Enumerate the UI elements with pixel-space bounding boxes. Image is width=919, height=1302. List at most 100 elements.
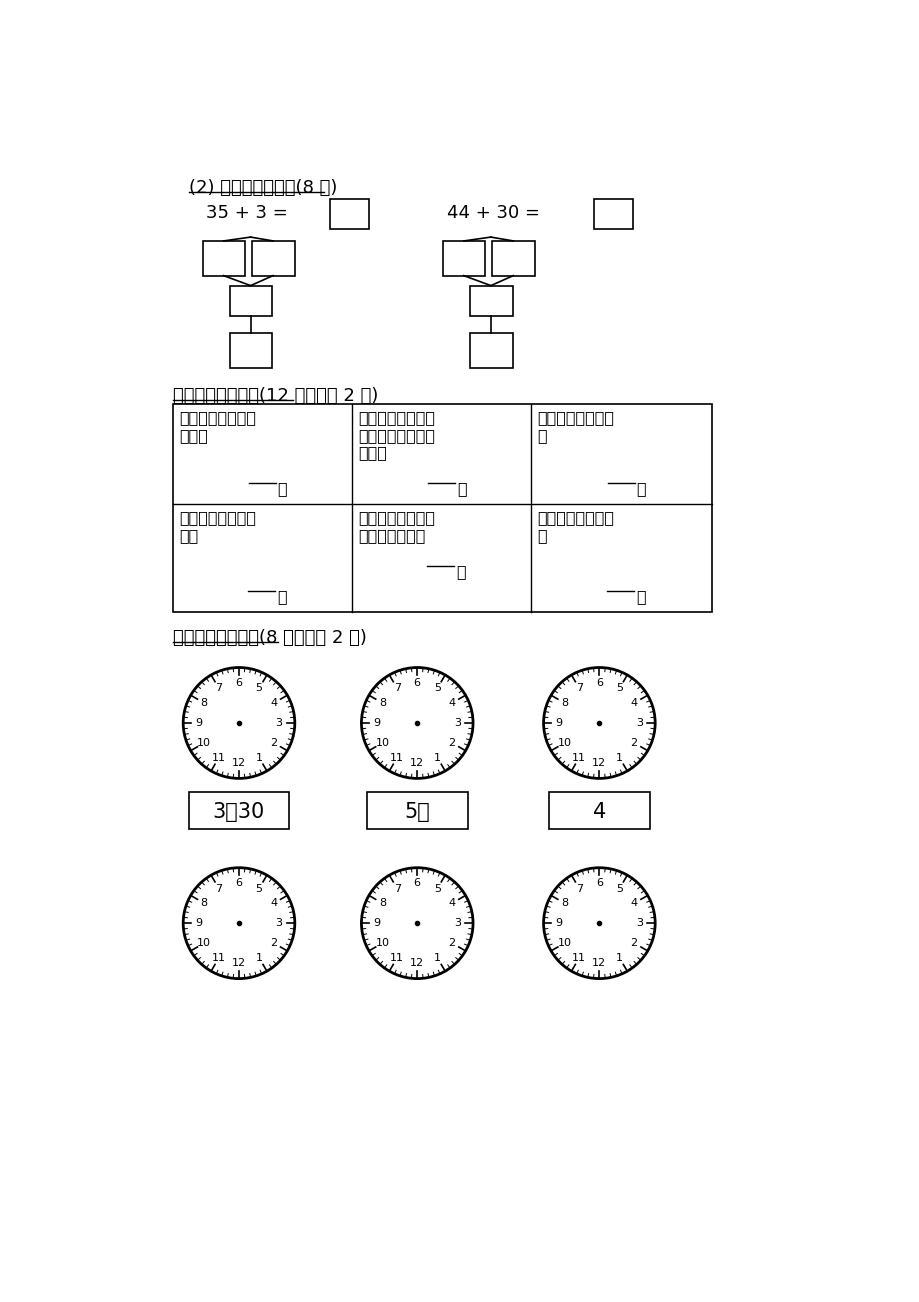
Bar — [188, 792, 289, 829]
Text: 4: 4 — [592, 802, 606, 822]
Bar — [367, 792, 467, 829]
Text: 3: 3 — [276, 717, 282, 728]
Text: 6: 6 — [414, 678, 420, 687]
Text: 1: 1 — [434, 753, 440, 763]
Text: 3：30: 3：30 — [212, 802, 265, 822]
Text: 9: 9 — [555, 918, 562, 928]
Text: 12: 12 — [592, 958, 606, 969]
Text: 10: 10 — [557, 939, 571, 948]
Bar — [442, 241, 485, 276]
Text: 7: 7 — [393, 684, 401, 694]
Bar — [173, 404, 711, 612]
Text: 2: 2 — [630, 939, 637, 948]
Circle shape — [543, 668, 654, 779]
Bar — [230, 285, 272, 316]
Text: 3: 3 — [635, 918, 642, 928]
Text: 4: 4 — [270, 698, 277, 708]
Text: 5: 5 — [434, 884, 440, 893]
Text: 2: 2 — [448, 738, 455, 747]
Circle shape — [361, 867, 472, 979]
Text: 5: 5 — [255, 884, 262, 893]
Text: 7: 7 — [393, 884, 401, 893]
Text: 9: 9 — [373, 717, 380, 728]
Text: 10: 10 — [375, 738, 389, 747]
Text: 11: 11 — [211, 753, 226, 763]
Text: 3: 3 — [635, 717, 642, 728]
Circle shape — [183, 867, 294, 979]
Circle shape — [543, 867, 654, 979]
Text: 月: 月 — [456, 564, 465, 579]
Bar — [492, 241, 535, 276]
Text: 1: 1 — [616, 753, 622, 763]
Text: 我的生日在每年的
第四周: 我的生日在每年的 第四周 — [179, 410, 256, 443]
Text: 11: 11 — [390, 753, 403, 763]
Text: 12: 12 — [232, 958, 245, 969]
Text: 六、我会填月份。(12 分，每空 2 分): 六、我会填月份。(12 分，每空 2 分) — [173, 387, 378, 405]
Text: 7: 7 — [215, 684, 222, 694]
Text: 2: 2 — [270, 738, 277, 747]
Text: 9: 9 — [555, 717, 562, 728]
Text: 月: 月 — [635, 589, 645, 604]
Text: 7: 7 — [575, 884, 583, 893]
Bar — [230, 333, 272, 368]
Text: 九月后面的一个月
是: 九月后面的一个月 是 — [537, 410, 614, 443]
Text: 12: 12 — [410, 958, 424, 969]
Text: 11: 11 — [211, 953, 226, 962]
Text: 11: 11 — [572, 953, 585, 962]
Bar — [252, 241, 294, 276]
Text: 8: 8 — [561, 898, 568, 909]
Text: 2: 2 — [630, 738, 637, 747]
Bar — [202, 241, 245, 276]
Text: 1: 1 — [616, 953, 622, 962]
Text: 1: 1 — [434, 953, 440, 962]
Text: 1: 1 — [255, 753, 262, 763]
Text: 4: 4 — [448, 898, 455, 909]
Text: 6: 6 — [235, 678, 243, 687]
Text: 10: 10 — [557, 738, 571, 747]
Text: 10: 10 — [375, 939, 389, 948]
Bar — [470, 333, 512, 368]
Text: 这个月我最高兴，
因为小朋友的节日
到了。: 这个月我最高兴， 因为小朋友的节日 到了。 — [358, 410, 435, 460]
Text: 七、我会认钟表。(8 分，每空 2 分): 七、我会认钟表。(8 分，每空 2 分) — [173, 629, 367, 647]
Text: 5：: 5： — [404, 802, 430, 822]
Text: 3: 3 — [453, 918, 460, 928]
Text: 44 + 30 =: 44 + 30 = — [447, 204, 539, 221]
Text: 月: 月 — [456, 482, 466, 496]
Text: 6: 6 — [596, 678, 602, 687]
Bar — [330, 199, 369, 229]
Bar — [470, 285, 512, 316]
Text: 4: 4 — [270, 898, 277, 909]
Text: 11: 11 — [572, 753, 585, 763]
Text: 10: 10 — [197, 738, 211, 747]
Text: 4: 4 — [448, 698, 455, 708]
Text: 7: 7 — [575, 684, 583, 694]
Text: 6: 6 — [235, 879, 243, 888]
Text: 4: 4 — [630, 898, 637, 909]
Text: 10: 10 — [197, 939, 211, 948]
Text: 8: 8 — [200, 898, 208, 909]
Circle shape — [183, 668, 294, 779]
Text: 暑假过后，要开学
了，秋天就到了: 暑假过后，要开学 了，秋天就到了 — [358, 510, 435, 543]
Text: 12: 12 — [592, 758, 606, 768]
Text: 9: 9 — [195, 717, 202, 728]
Text: 6: 6 — [596, 879, 602, 888]
Text: 一年的最后一个月
是: 一年的最后一个月 是 — [537, 510, 614, 543]
Text: 35 + 3 =: 35 + 3 = — [206, 204, 288, 221]
Circle shape — [361, 668, 472, 779]
Text: 3: 3 — [453, 717, 460, 728]
Text: 5: 5 — [255, 684, 262, 694]
Text: 8: 8 — [561, 698, 568, 708]
Text: 2: 2 — [448, 939, 455, 948]
Text: (2) 我会照样子填。(8 分): (2) 我会照样子填。(8 分) — [188, 180, 336, 198]
Text: 月: 月 — [278, 482, 287, 496]
Text: 月: 月 — [636, 482, 645, 496]
Text: 9: 9 — [373, 918, 380, 928]
Bar — [594, 199, 632, 229]
Text: 6: 6 — [414, 879, 420, 888]
Text: 8: 8 — [379, 698, 386, 708]
Text: 9: 9 — [195, 918, 202, 928]
Text: 我们暑假从这个月
开始: 我们暑假从这个月 开始 — [179, 510, 256, 543]
Text: 5: 5 — [616, 884, 622, 893]
Text: 8: 8 — [379, 898, 386, 909]
Text: 3: 3 — [276, 918, 282, 928]
